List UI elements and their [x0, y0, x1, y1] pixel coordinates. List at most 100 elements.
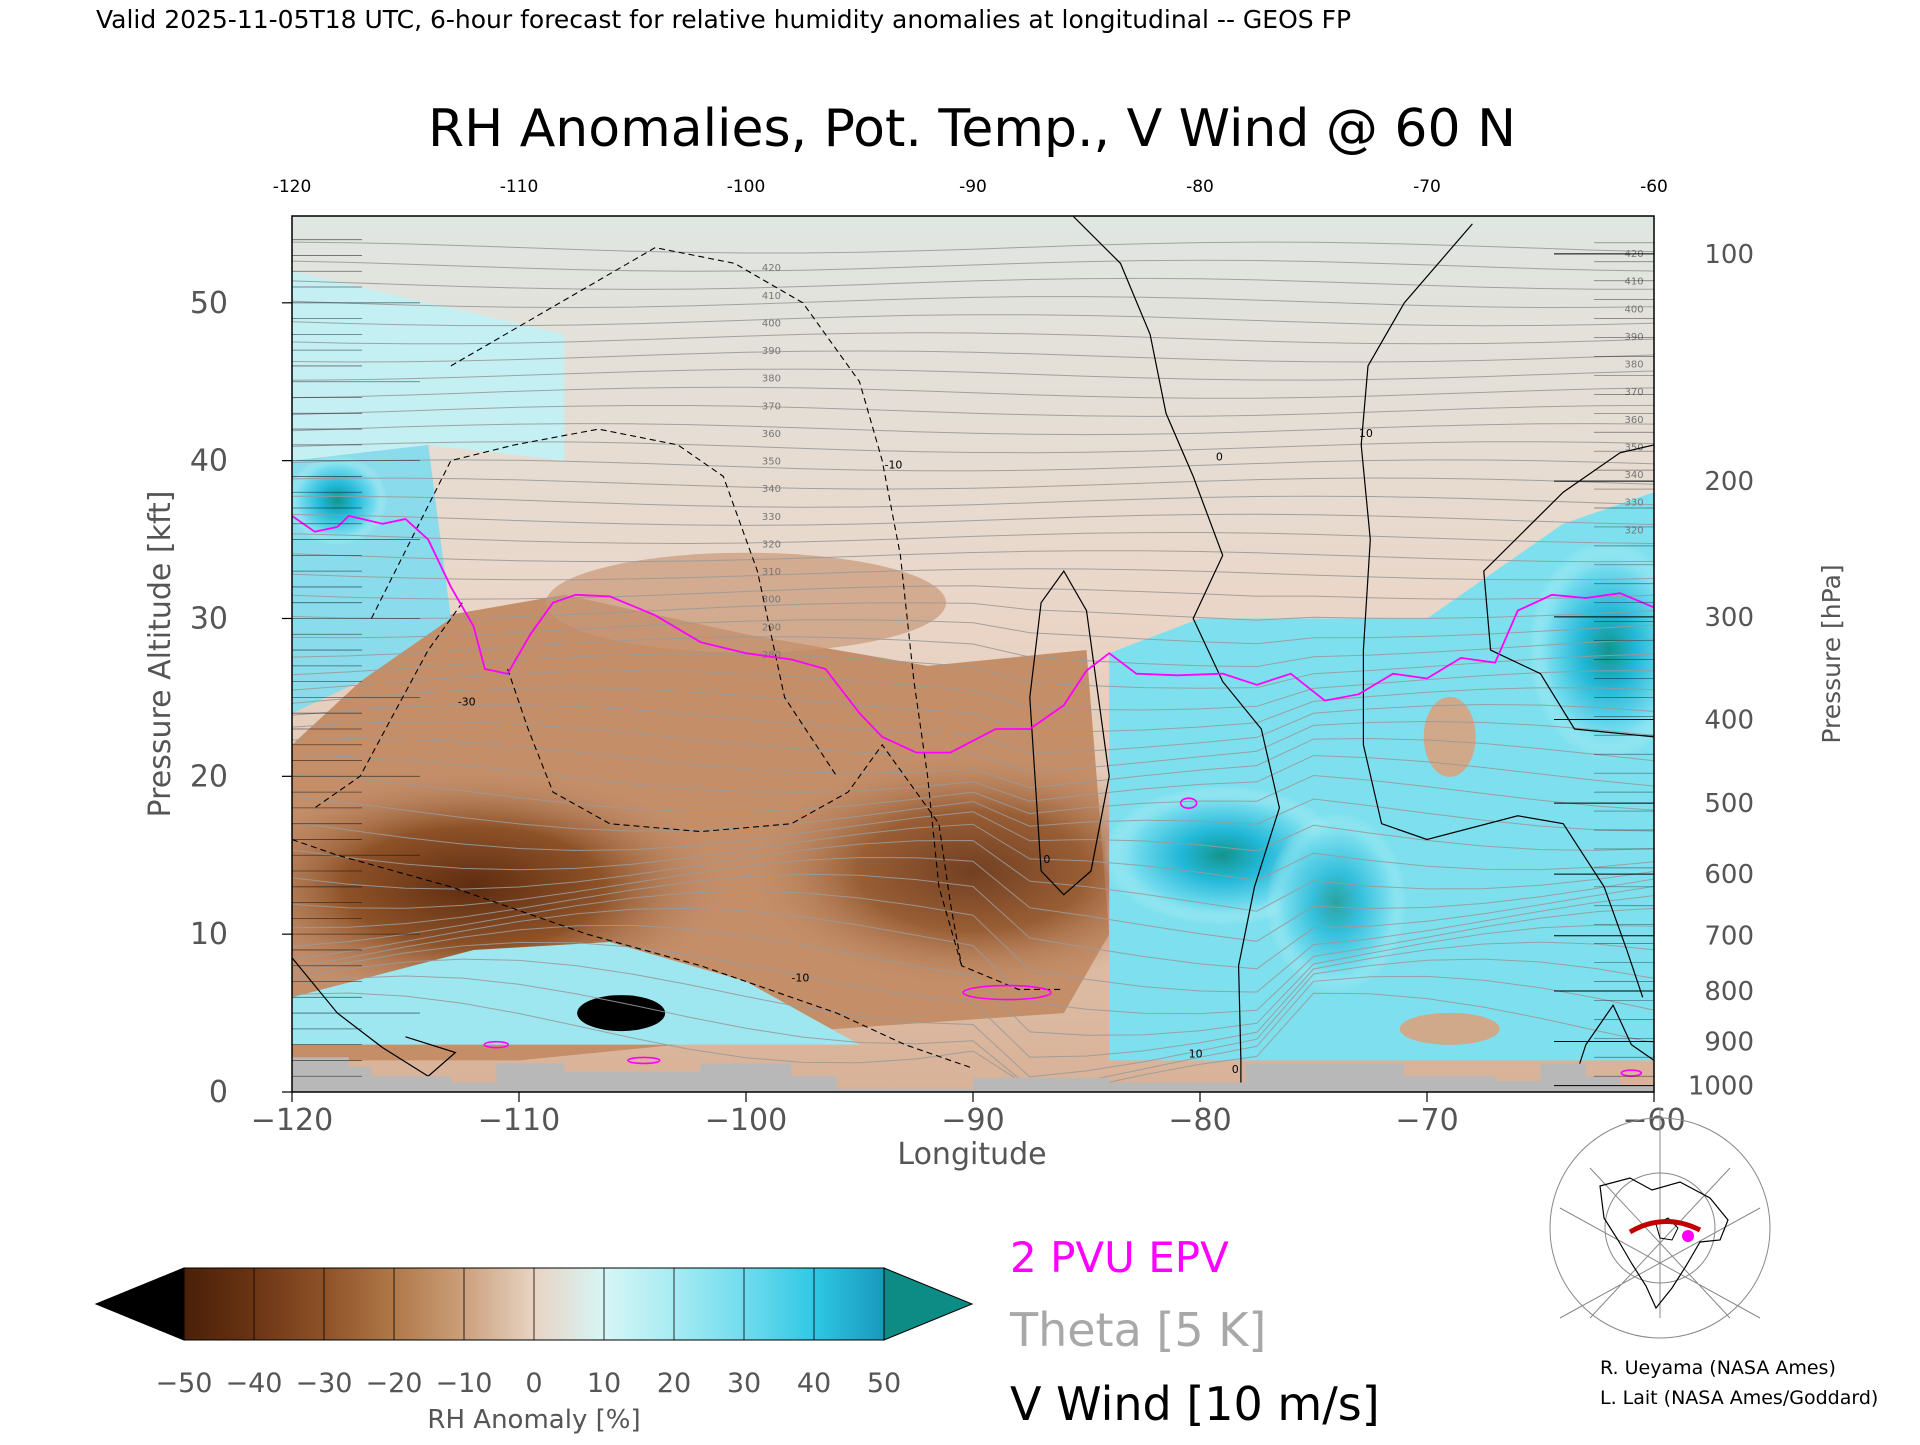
epv-2pvu-point — [1135, 672, 1138, 675]
x-top-tick-label: -120 — [273, 177, 312, 197]
epv-2pvu-blob — [962, 984, 1052, 1001]
theta-contours: 4204204104104004003903903803803703703603… — [292, 241, 1654, 1088]
vwind-contour-dashed — [507, 668, 1064, 990]
theta-contour — [292, 585, 1654, 600]
epv-2pvu-point — [506, 672, 509, 675]
terrain-mask — [292, 1057, 1654, 1092]
terrain-segment — [450, 1082, 497, 1092]
rh-anomaly-field: 4204204104104004003903903803803703703603… — [292, 216, 1654, 1092]
epv-2pvu-point — [313, 530, 316, 533]
epv-2pvu-blob — [483, 1040, 510, 1049]
x-axis-label: Longitude — [897, 1137, 1046, 1172]
colorbar-segment — [464, 1268, 535, 1340]
colorbar-tick-label: 40 — [797, 1368, 831, 1399]
theta-contour — [292, 619, 1654, 645]
colorbar-high-arrow — [883, 1267, 974, 1341]
theta-contour — [292, 277, 1654, 290]
vwind-contour — [1029, 569, 1110, 896]
field-dry-patch — [1399, 1012, 1500, 1045]
theta-contour — [292, 477, 1654, 490]
x-top-tick-label: -100 — [727, 177, 766, 197]
pressure-tick-label: 300 — [1704, 603, 1754, 633]
theta-contour-label: 280 — [762, 650, 781, 661]
vwind-contour-label: -30 — [458, 695, 476, 708]
epv-2pvu-point — [1085, 669, 1088, 672]
epv-2pvu-point — [382, 523, 384, 525]
epv-2pvu-point — [1392, 672, 1394, 675]
theta-contour — [292, 958, 1654, 1078]
x-tick-label: −80 — [1168, 1103, 1231, 1138]
terrain-segment — [1540, 1063, 1586, 1092]
epv-2pvu-point — [336, 526, 339, 528]
vwind-contour-label: 0 — [1216, 451, 1223, 464]
epv-2pvu-point — [949, 751, 952, 754]
terrain-segment — [1245, 1063, 1405, 1092]
epv-2pvu-point — [472, 625, 475, 628]
epv-2pvu-point — [994, 728, 997, 730]
field-moist-core — [292, 455, 388, 546]
theta-contour — [292, 670, 1654, 711]
theta-contour-label: 420 — [762, 263, 781, 274]
y-tick-label: 0 — [209, 1075, 228, 1110]
x-top-tick-label: -60 — [1640, 177, 1668, 197]
theta-contour — [292, 720, 1654, 773]
theta-contour — [292, 386, 1654, 399]
colorbar-segment — [674, 1268, 745, 1340]
theta-contour — [292, 314, 1654, 327]
epv-2pvu-point — [427, 538, 430, 541]
theta-contour — [292, 924, 1654, 1036]
epv-2pvu-series — [292, 514, 1654, 1077]
colorbar-tick-label: −40 — [226, 1368, 283, 1399]
pressure-axis: 100 200 300 400 500 600 700 800 900 1000 — [1554, 240, 1754, 1102]
theta-contour-label: 400 — [1624, 304, 1643, 315]
epv-2pvu-point — [1108, 652, 1110, 654]
colorbar-segment — [744, 1268, 815, 1340]
vwind-contour-label: 0 — [1043, 853, 1050, 866]
pressure-axis-label: Pressure [hPa] — [1817, 564, 1846, 743]
theta-contour — [292, 332, 1654, 345]
x-tick-label: −100 — [705, 1103, 787, 1138]
theta-contour — [292, 907, 1654, 1015]
theta-contour-label: 350 — [1624, 442, 1643, 453]
terrain-segment — [973, 1077, 1110, 1092]
epv-2pvu-point — [915, 751, 918, 754]
pressure-tick-label: 500 — [1704, 789, 1754, 819]
terrain-segment — [292, 1057, 349, 1092]
vwind-contour — [1072, 216, 1281, 1092]
x-top-tick-label: -110 — [500, 177, 539, 197]
colorbar-tick-label: −50 — [156, 1368, 213, 1399]
theta-contour-label: 320 — [762, 539, 781, 550]
epv-2pvu-point — [1358, 693, 1360, 695]
colorbar-tick-label: −30 — [296, 1368, 353, 1399]
epv-2pvu-point — [1029, 728, 1031, 730]
theta-contour — [292, 495, 1654, 508]
colorbar-tick-label: 0 — [525, 1368, 542, 1399]
theta-contour-label: 350 — [762, 457, 781, 468]
credit-line-1: R. Ueyama (NASA Ames) — [1600, 1357, 1836, 1379]
theta-contour — [292, 259, 1654, 272]
colorbar-segment — [184, 1268, 255, 1340]
chart-title: RH Anomalies, Pot. Temp., V Wind @ 60 N — [428, 99, 1516, 159]
theta-contour — [292, 703, 1654, 754]
theta-contour — [292, 513, 1654, 526]
epv-2pvu-point — [790, 658, 793, 661]
y-tick-label: 20 — [190, 759, 228, 794]
theta-contour-label: 410 — [762, 291, 781, 302]
theta-contour-label: 380 — [762, 374, 781, 385]
epv-2pvu-point — [1494, 661, 1496, 664]
colorbar-segment — [534, 1268, 605, 1340]
colorbar-tick-label: 20 — [657, 1368, 691, 1399]
theta-contour — [292, 773, 1654, 815]
colorbar-tick-label: 50 — [867, 1368, 901, 1399]
epv-2pvu-point — [450, 586, 452, 588]
theta-contour-label: 340 — [1624, 470, 1643, 481]
theta-contour — [292, 568, 1654, 581]
pressure-tick-label: 200 — [1704, 467, 1754, 497]
x-top-tick-label: -80 — [1186, 177, 1214, 197]
x-top-tick-label: -70 — [1413, 177, 1441, 197]
colorbar-tick-label: 30 — [727, 1368, 761, 1399]
x-tick-label: −70 — [1395, 1103, 1458, 1138]
terrain-segment — [1109, 1082, 1246, 1092]
theta-contour — [292, 941, 1654, 1058]
